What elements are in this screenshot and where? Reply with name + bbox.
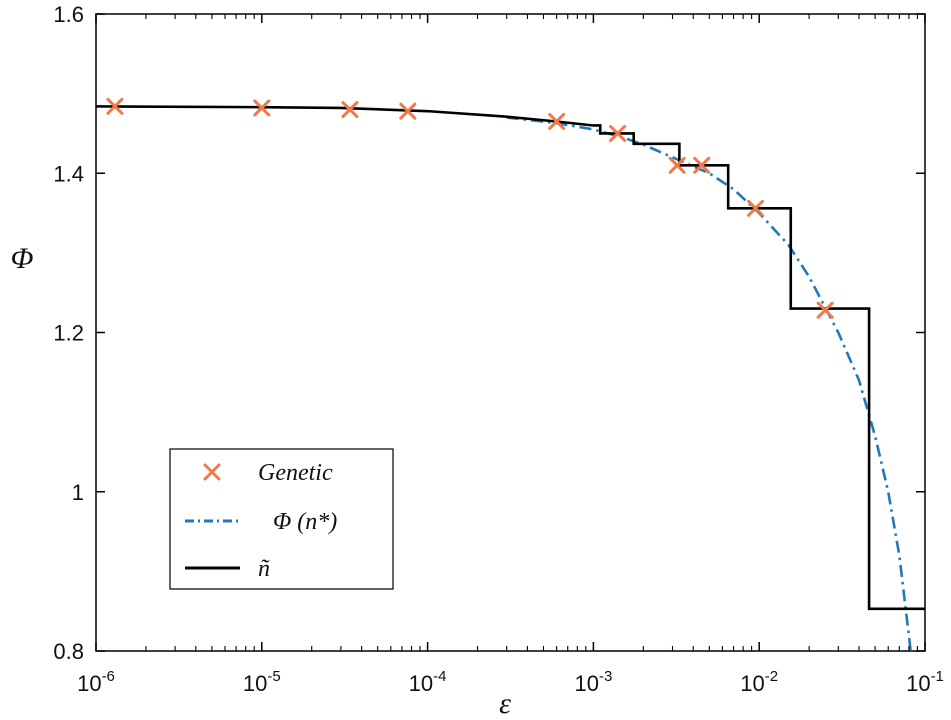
x-tick-label: 10-3 xyxy=(574,668,612,696)
legend-box xyxy=(169,448,394,590)
series-line-2 xyxy=(96,105,925,611)
genetic-marker xyxy=(253,99,271,117)
genetic-marker xyxy=(548,112,566,130)
x-tick-label-base: 10 xyxy=(243,671,267,696)
genetic-marker xyxy=(693,156,711,174)
genetic-marker xyxy=(341,101,359,119)
y-tick-label: 1.4 xyxy=(53,161,84,186)
y-axis-label: Φ xyxy=(11,242,34,275)
x-axis-label: ε xyxy=(499,687,511,720)
x-tick-label: 10-4 xyxy=(409,668,447,696)
genetic-marker xyxy=(609,124,627,142)
genetic-marker xyxy=(747,199,765,217)
ticks-layer: 10-6 10-5 10-4 10-3 10-2 10-10.811.21.41.6 xyxy=(53,2,944,696)
x-tick-label-exponent: -1 xyxy=(931,668,944,685)
genetic-marker xyxy=(399,102,417,120)
genetic-marker xyxy=(668,156,686,174)
genetic-marker xyxy=(106,97,124,115)
legend-items: Genetic Φ (n*)ñ xyxy=(185,460,337,582)
legend-item: ñ xyxy=(185,556,270,582)
x-tick-label: 10-1 xyxy=(906,668,944,696)
legend-item: Genetic xyxy=(203,460,333,486)
series-clip-group xyxy=(96,97,925,651)
genetic-marker xyxy=(816,301,834,319)
x-tick-label-base: 10 xyxy=(906,671,930,696)
legend-marker-x xyxy=(203,463,221,481)
x-tick-label-base: 10 xyxy=(740,671,764,696)
x-tick-label: 10-5 xyxy=(243,668,281,696)
series-layer xyxy=(96,97,925,651)
x-tick-label-exponent: -2 xyxy=(765,668,778,685)
legend-label: ñ xyxy=(258,556,270,582)
y-tick-label: 1.6 xyxy=(53,2,84,27)
x-tick-label-exponent: -4 xyxy=(433,668,446,685)
x-tick-label-base: 10 xyxy=(409,671,433,696)
x-tick-label: 10-2 xyxy=(740,668,778,696)
x-tick-label-base: 10 xyxy=(574,671,598,696)
legend-label: Genetic xyxy=(258,460,333,486)
x-tick-label-exponent: -6 xyxy=(102,668,115,685)
y-tick-label: 1 xyxy=(72,480,84,505)
y-tick-label: 0.8 xyxy=(53,639,84,664)
legend: Genetic Φ (n*)ñ xyxy=(169,448,394,590)
legend-label: Φ (n*) xyxy=(273,509,337,535)
legend-item: Φ (n*) xyxy=(185,509,337,535)
x-tick-label-base: 10 xyxy=(77,671,101,696)
x-tick-label-exponent: -5 xyxy=(267,668,280,685)
x-tick-label: 10-6 xyxy=(77,668,115,696)
y-tick-label: 1.2 xyxy=(53,321,84,346)
x-tick-label-exponent: -3 xyxy=(599,668,612,685)
